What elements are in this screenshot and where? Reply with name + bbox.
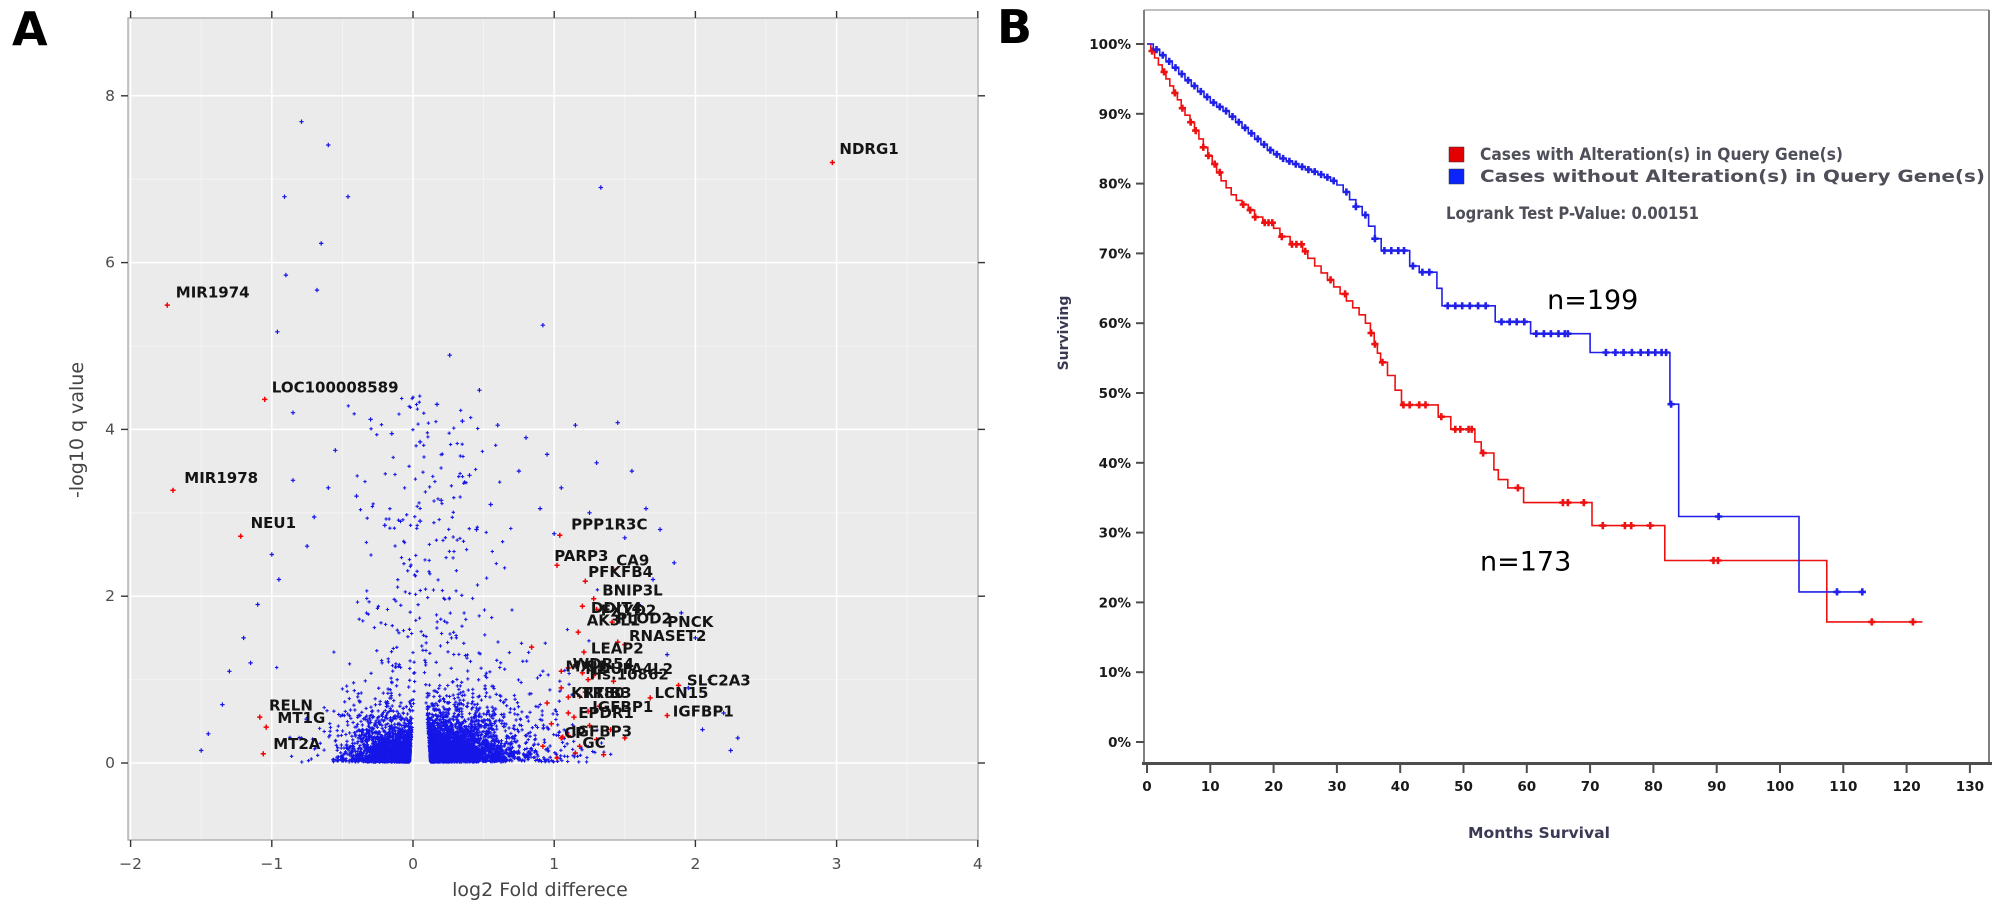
svg-text:NEU1: NEU1 <box>251 514 296 532</box>
volcano-y-axis-title: -log10 q value <box>66 362 88 498</box>
svg-text:130: 130 <box>1956 779 1984 795</box>
km-y-axis-title: Surviving <box>1056 296 1072 371</box>
svg-text:SLC2A3: SLC2A3 <box>687 671 751 689</box>
svg-text:LEAP2: LEAP2 <box>591 640 644 658</box>
svg-text:EPDR1: EPDR1 <box>578 704 634 722</box>
svg-text:40: 40 <box>1391 779 1410 795</box>
svg-text:3: 3 <box>832 855 842 873</box>
svg-text:30%: 30% <box>1099 526 1132 542</box>
svg-text:IGFBP1: IGFBP1 <box>592 698 653 716</box>
svg-text:110: 110 <box>1829 779 1857 795</box>
km-tick-labels: 0 10 20 30 40 50 60 70 80 90 100 110 120 130 0% 10% 20% 3… <box>1089 37 1984 795</box>
svg-text:70%: 70% <box>1099 246 1132 262</box>
svg-text:MT2A: MT2A <box>273 735 321 753</box>
svg-text:NDRG1: NDRG1 <box>839 140 898 158</box>
svg-text:100%: 100% <box>1089 37 1131 53</box>
svg-text:MT1G: MT1G <box>277 709 325 727</box>
svg-text:WDR54: WDR54 <box>573 655 634 673</box>
svg-text:0: 0 <box>1142 779 1151 795</box>
svg-text:0: 0 <box>408 855 418 873</box>
svg-text:6: 6 <box>105 254 115 272</box>
svg-text:40%: 40% <box>1099 456 1132 472</box>
svg-text:0: 0 <box>105 754 115 772</box>
svg-text:Cases without Alteration(s) in: Cases without Alteration(s) in Query Gen… <box>1480 167 1985 186</box>
svg-text:IGFBP3: IGFBP3 <box>571 722 632 740</box>
svg-text:PPP1R3C: PPP1R3C <box>571 516 647 534</box>
svg-text:80: 80 <box>1644 779 1663 795</box>
volcano-plot: NDRG1 MIR1974 LOC100008589 MIR1978 NEU1 PPP1R… <box>66 11 985 901</box>
svg-text:GC: GC <box>582 734 605 752</box>
panel-a-letter: A <box>12 2 48 56</box>
svg-text:10: 10 <box>1201 779 1220 795</box>
svg-text:Cases with Alteration(s) in Qu: Cases with Alteration(s) in Query Gene(s… <box>1480 145 1843 164</box>
svg-text:RELN: RELN <box>269 697 313 715</box>
svg-text:60%: 60% <box>1099 316 1132 332</box>
svg-text:LOC100008589: LOC100008589 <box>272 379 399 397</box>
volcano-tick-labels: −2 −1 0 1 2 3 4 0 2 4 6 8 <box>105 87 983 873</box>
svg-text:30: 30 <box>1328 779 1347 795</box>
svg-text:8: 8 <box>105 87 115 105</box>
svg-text:KRT80: KRT80 <box>571 684 625 702</box>
svg-text:TRIB3: TRIB3 <box>582 684 631 702</box>
svg-text:IGFBP1: IGFBP1 <box>673 702 734 720</box>
svg-text:90: 90 <box>1707 779 1726 795</box>
svg-text:Hs.10862: Hs.10862 <box>590 666 669 684</box>
km-censor-marks-n199 <box>1152 46 1866 596</box>
svg-text:CP: CP <box>564 724 586 742</box>
kaplan-meier-plot: 0 10 20 30 40 50 60 70 80 90 100 110 120 130 0% 10% 20% 3… <box>1056 9 1992 842</box>
svg-text:50: 50 <box>1454 779 1473 795</box>
km-logrank-pvalue: Logrank Test P-Value: 0.00151 <box>1446 204 1699 223</box>
km-censor-marks-n173 <box>1148 47 1917 626</box>
svg-text:60: 60 <box>1517 779 1536 795</box>
svg-text:20%: 20% <box>1099 595 1132 611</box>
km-annotation-n199: n=199 <box>1547 285 1638 316</box>
svg-text:2: 2 <box>690 855 700 873</box>
svg-text:PARP3: PARP3 <box>554 547 608 565</box>
svg-text:FXYD2: FXYD2 <box>601 601 657 619</box>
svg-text:PLOD2: PLOD2 <box>616 610 672 628</box>
svg-text:PFKFB4: PFKFB4 <box>588 563 653 581</box>
svg-text:BNIP3L: BNIP3L <box>602 581 663 599</box>
svg-text:90%: 90% <box>1099 107 1132 123</box>
svg-text:2: 2 <box>105 587 115 605</box>
svg-text:−1: −1 <box>260 855 283 873</box>
svg-text:−2: −2 <box>119 855 142 873</box>
svg-text:LCN15: LCN15 <box>655 684 709 702</box>
svg-text:AK3L1: AK3L1 <box>587 611 641 629</box>
svg-text:NDUFA4L2: NDUFA4L2 <box>585 660 673 678</box>
svg-text:120: 120 <box>1893 779 1921 795</box>
volcano-x-axis-title: log2 Fold differece <box>452 879 628 901</box>
svg-text:70: 70 <box>1581 779 1600 795</box>
km-annotation-n173: n=173 <box>1480 546 1571 577</box>
gene-labels: NDRG1 MIR1974 LOC100008589 MIR1978 NEU1 PPP1R… <box>176 140 899 753</box>
svg-text:CA9: CA9 <box>616 551 649 569</box>
svg-text:20: 20 <box>1264 779 1283 795</box>
svg-text:10%: 10% <box>1099 665 1132 681</box>
svg-text:100: 100 <box>1766 779 1794 795</box>
svg-text:RNASET2: RNASET2 <box>629 627 706 645</box>
svg-text:0%: 0% <box>1108 735 1131 751</box>
svg-text:1: 1 <box>549 855 559 873</box>
svg-text:DDIT4: DDIT4 <box>591 599 642 617</box>
svg-text:4: 4 <box>973 855 983 873</box>
svg-text:MIR1974: MIR1974 <box>176 284 250 302</box>
svg-text:MIR1978: MIR1978 <box>184 469 258 487</box>
svg-text:50%: 50% <box>1099 386 1132 402</box>
svg-text:MXI1: MXI1 <box>566 657 609 675</box>
km-legend: Cases with Alteration(s) in Query Gene(s… <box>1448 145 1985 186</box>
km-x-axis-title: Months Survival <box>1468 824 1610 842</box>
svg-text:80%: 80% <box>1099 177 1132 193</box>
svg-text:4: 4 <box>105 420 115 438</box>
panel-b-letter: B <box>997 0 1033 54</box>
svg-text:PNCK: PNCK <box>667 613 715 631</box>
